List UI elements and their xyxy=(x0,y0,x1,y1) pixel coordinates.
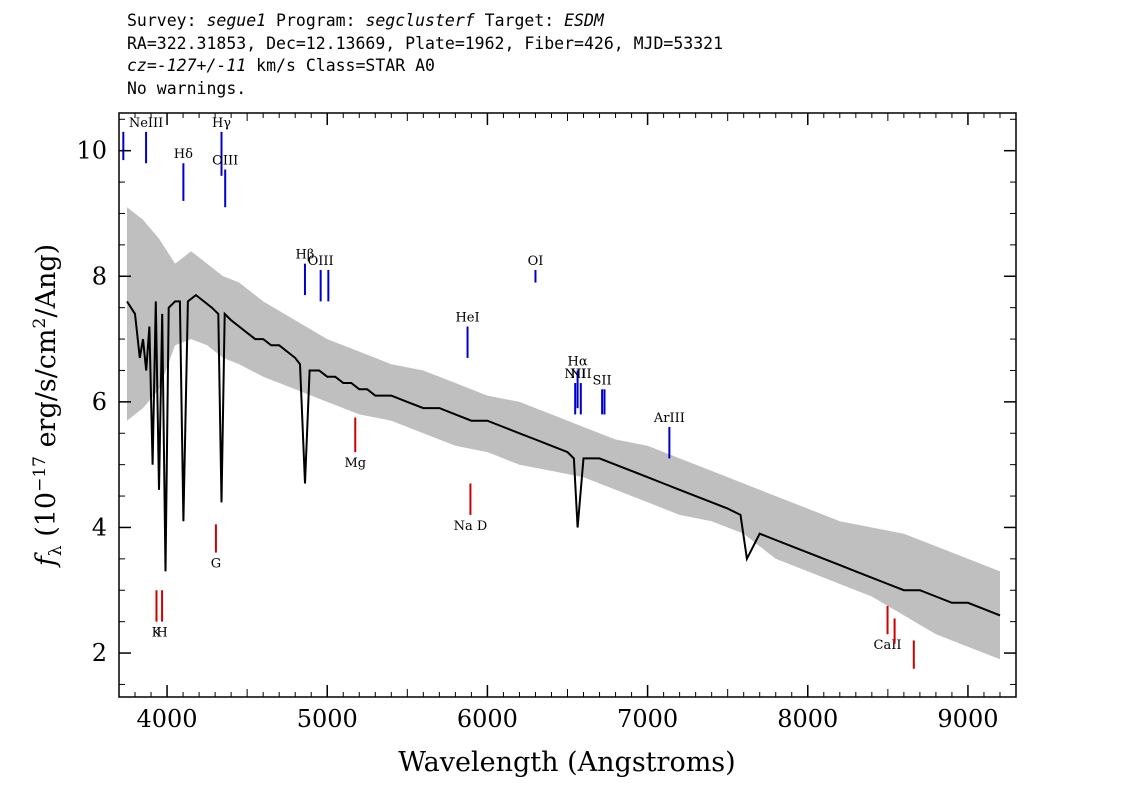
emission-line-label: NII xyxy=(564,367,586,382)
emission-line-label: OI xyxy=(528,254,544,269)
survey-value: segue1 xyxy=(206,11,267,30)
y-tick-label: 8 xyxy=(92,262,107,290)
header-coordinates-line: RA=322.31853, Dec=12.13669, Plate=1962, … xyxy=(127,33,724,53)
target-value: ESDM xyxy=(564,11,604,30)
y-axis-exp2: 2 xyxy=(30,318,50,329)
survey-label: Survey: xyxy=(127,11,207,30)
x-tick-label: 6000 xyxy=(457,705,518,733)
x-tick-label: 4000 xyxy=(137,705,198,733)
x-tick-label: 5000 xyxy=(297,705,358,733)
emission-line-label: NeIII xyxy=(129,116,163,131)
y-axis-f: f xyxy=(31,552,62,568)
plot-frame xyxy=(118,112,1017,698)
x-axis-title: Wavelength (Angstroms) xyxy=(398,747,735,778)
error-band-layer xyxy=(127,207,1000,660)
emission-line-label: SII xyxy=(593,373,612,388)
ticks-layer: 4000 5000 6000 7000 8000 9000 2 4 6 8 10 xyxy=(76,113,1017,733)
emission-line-label: Hδ xyxy=(174,147,193,162)
absorption-line-label: G xyxy=(211,557,221,572)
emission-line-label: Hβ xyxy=(296,248,315,263)
y-axis-post: /Ang) xyxy=(31,244,62,318)
emission-line-label: ArIII xyxy=(653,411,685,426)
absorption-line-label: Mg xyxy=(344,456,366,471)
absorption-line-label: K xyxy=(152,626,162,641)
error-band xyxy=(127,207,1000,660)
y-tick-label: 2 xyxy=(92,639,107,667)
y-axis-pre: (10 xyxy=(31,492,62,545)
program-label: Program: xyxy=(266,11,366,30)
y-axis-title: fλ (10−17 erg/s/cm2/Ang) xyxy=(30,244,66,568)
class-text: km/s Class=STAR A0 xyxy=(246,56,435,75)
y-tick-label: 10 xyxy=(76,137,107,165)
y-axis-exp1: −17 xyxy=(30,456,50,492)
cz-value: -127+/-11 xyxy=(156,56,247,75)
cz-label: cz= xyxy=(127,56,157,75)
emission-line-label: NII xyxy=(570,367,592,382)
absorption-line-label: H xyxy=(156,626,167,641)
emission-line-label: OIII xyxy=(212,154,238,169)
y-tick-label: 6 xyxy=(92,388,107,416)
header-survey-line: Survey: segue1 Program: segclusterf Targ… xyxy=(127,10,723,33)
y-tick-label: 4 xyxy=(92,513,107,541)
absorption-line-label: Na D xyxy=(454,519,488,534)
header-warnings-line: No warnings. xyxy=(127,78,247,98)
x-tick-label: 9000 xyxy=(937,705,998,733)
x-tick-label: 8000 xyxy=(777,705,838,733)
emission-line-label: Hα xyxy=(568,354,588,369)
emission-line-label: Hγ xyxy=(212,116,231,131)
flux-layer xyxy=(126,293,1001,617)
target-label: Target: xyxy=(474,11,565,30)
absorption-line-label: CaII xyxy=(874,638,902,653)
spectrum-header: Survey: segue1 Program: segclusterf Targ… xyxy=(127,10,723,100)
emission-line-label: OIII xyxy=(308,254,334,269)
emission-line-label: HeI xyxy=(455,311,479,326)
x-tick-label: 7000 xyxy=(617,705,678,733)
y-axis-sub: λ xyxy=(46,545,66,556)
program-value: segclusterf xyxy=(365,11,475,30)
header-redshift-line: cz=-127+/-11 km/s Class=STAR A0 xyxy=(127,55,723,78)
flux-line xyxy=(126,293,1001,617)
y-axis-mid: erg/s/cm xyxy=(31,328,62,456)
